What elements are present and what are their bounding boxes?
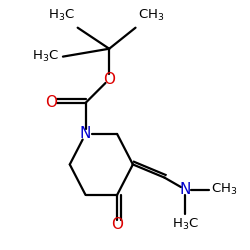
Text: H$_3$C: H$_3$C <box>48 8 75 24</box>
Text: H$_3$C: H$_3$C <box>172 217 199 232</box>
Text: O: O <box>111 218 123 232</box>
Text: CH$_3$: CH$_3$ <box>138 8 164 24</box>
Text: N: N <box>80 126 91 142</box>
Text: O: O <box>45 96 57 110</box>
Text: H$_3$C: H$_3$C <box>32 49 59 64</box>
Text: N: N <box>180 182 191 197</box>
Text: O: O <box>103 72 115 87</box>
Text: CH$_3$: CH$_3$ <box>211 182 238 197</box>
